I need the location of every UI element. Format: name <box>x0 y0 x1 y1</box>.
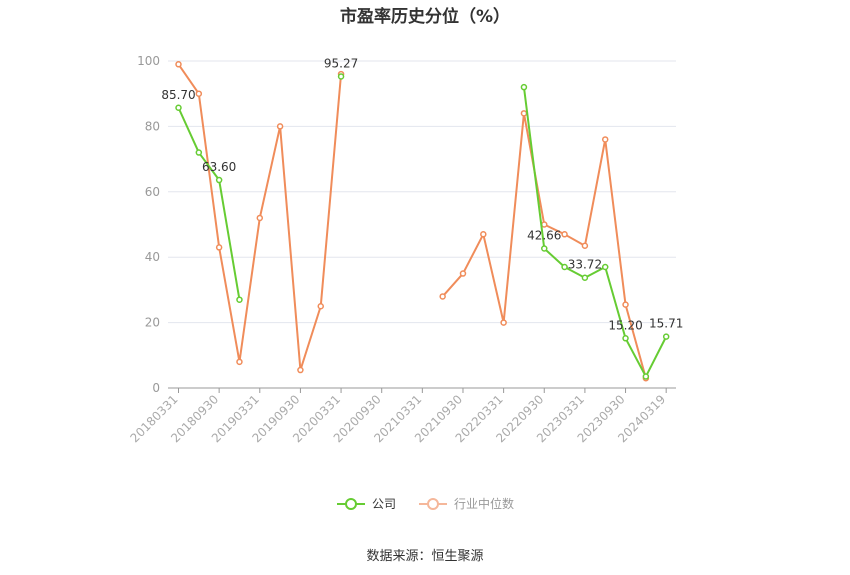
data-point-company <box>236 296 243 303</box>
legend-item-industry[interactable]: 行业中位数 <box>418 495 514 512</box>
y-tick-label: 80 <box>145 119 160 133</box>
data-label: 85.70 <box>161 88 195 102</box>
data-point-industry <box>175 61 182 68</box>
legend-company-label: 公司 <box>371 497 396 511</box>
data-point-company <box>195 149 203 156</box>
series-line-company <box>177 107 241 300</box>
data-label: 42.66 <box>527 229 561 243</box>
data-point-industry <box>317 303 324 310</box>
data-point-company <box>581 274 589 281</box>
data-point-industry <box>561 231 568 238</box>
data-point-industry <box>500 319 507 326</box>
data-point-industry <box>195 90 203 97</box>
data-point-industry <box>215 244 223 251</box>
data-point-industry <box>276 123 284 130</box>
data-point-company <box>175 104 182 112</box>
legend-company-marker <box>336 497 365 510</box>
legend-industry-label: 行业中位数 <box>454 497 515 511</box>
data-point-company <box>622 335 629 342</box>
data-point-company <box>601 263 609 271</box>
data-label: 63.60 <box>202 160 236 174</box>
data-point-industry <box>581 242 589 250</box>
data-point-industry <box>601 136 609 143</box>
data-label: 33.72 <box>568 258 602 272</box>
legend-industry-marker <box>419 497 447 510</box>
data-point-industry <box>480 231 487 238</box>
data-point-industry <box>622 301 629 308</box>
data-point-company <box>642 373 650 380</box>
y-tick-label: 60 <box>145 185 160 199</box>
legend-item-company[interactable]: 公司 <box>336 495 396 512</box>
data-point-industry <box>541 221 548 228</box>
data-label: 15.20 <box>608 318 642 332</box>
data-point-company <box>215 176 223 184</box>
data-label: 15.71 <box>649 317 683 331</box>
y-tick-label: 20 <box>145 316 160 330</box>
source-text: 数据来源：恒生聚源 <box>366 549 484 564</box>
data-point-company <box>520 83 528 91</box>
data-point-industry <box>459 270 467 277</box>
data-point-industry <box>520 110 528 117</box>
y-tick-label: 0 <box>152 381 160 395</box>
data-label: 95.27 <box>324 56 358 70</box>
data-point-company <box>561 263 568 271</box>
legend: 公司 行业中位数 <box>0 495 850 512</box>
chart-title: 市盈率历史分位（%） <box>339 7 511 27</box>
data-point-company <box>337 73 345 80</box>
data-point-industry <box>439 293 446 300</box>
y-tick-label: 100 <box>137 54 160 68</box>
data-point-company <box>541 245 548 252</box>
data-point-industry <box>236 358 243 366</box>
data-point-industry <box>256 214 264 222</box>
data-point-company <box>662 333 670 340</box>
y-tick-label: 40 <box>145 250 160 264</box>
series-line-company <box>522 87 668 378</box>
data-point-industry <box>297 366 304 374</box>
